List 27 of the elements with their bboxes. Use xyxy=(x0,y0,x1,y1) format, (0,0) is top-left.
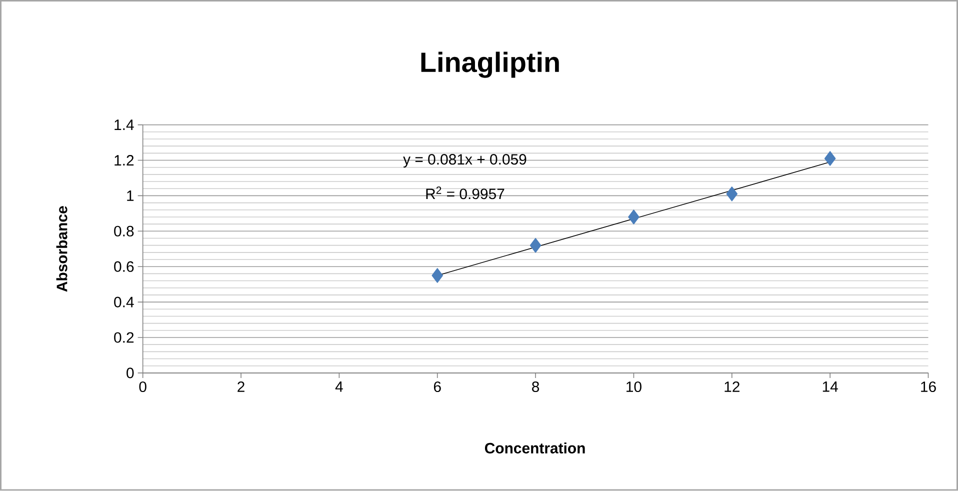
y-tick-label: 1.4 xyxy=(114,120,134,130)
y-tick-label: 0.2 xyxy=(114,332,134,343)
x-tick-label: 8 xyxy=(532,382,540,392)
y-axis-title: Absorbance xyxy=(56,206,68,292)
y-tick-label: 0.8 xyxy=(114,226,134,237)
x-tick-label: 6 xyxy=(434,382,441,392)
point xyxy=(628,210,640,224)
x-tick-label: 14 xyxy=(822,382,838,392)
y-tick-label: 1 xyxy=(127,190,134,201)
point xyxy=(824,151,836,166)
x-tick-label: 2 xyxy=(238,382,244,392)
chart-title: Linagliptin xyxy=(421,52,559,78)
x-tick-label: 4 xyxy=(335,382,343,392)
x-tick-label: 12 xyxy=(724,382,740,392)
y-tick-label: 0 xyxy=(126,368,134,378)
y-tick-label: 0.6 xyxy=(114,261,134,272)
y-tick-label: 1.2 xyxy=(114,155,134,166)
point xyxy=(432,268,444,283)
x-axis-title: Concentration xyxy=(484,442,585,454)
annotation: y = 0.081x + 0.059 xyxy=(403,154,526,168)
y-tick-label: 0.4 xyxy=(114,296,134,308)
x-tick-label: 10 xyxy=(626,382,642,392)
point xyxy=(530,238,542,253)
annotation: R$^{2}$ = 0.9957 xyxy=(426,186,504,200)
point xyxy=(726,186,738,202)
x-tick-label: 16 xyxy=(921,382,936,392)
x-tick-label: 0 xyxy=(139,382,146,392)
